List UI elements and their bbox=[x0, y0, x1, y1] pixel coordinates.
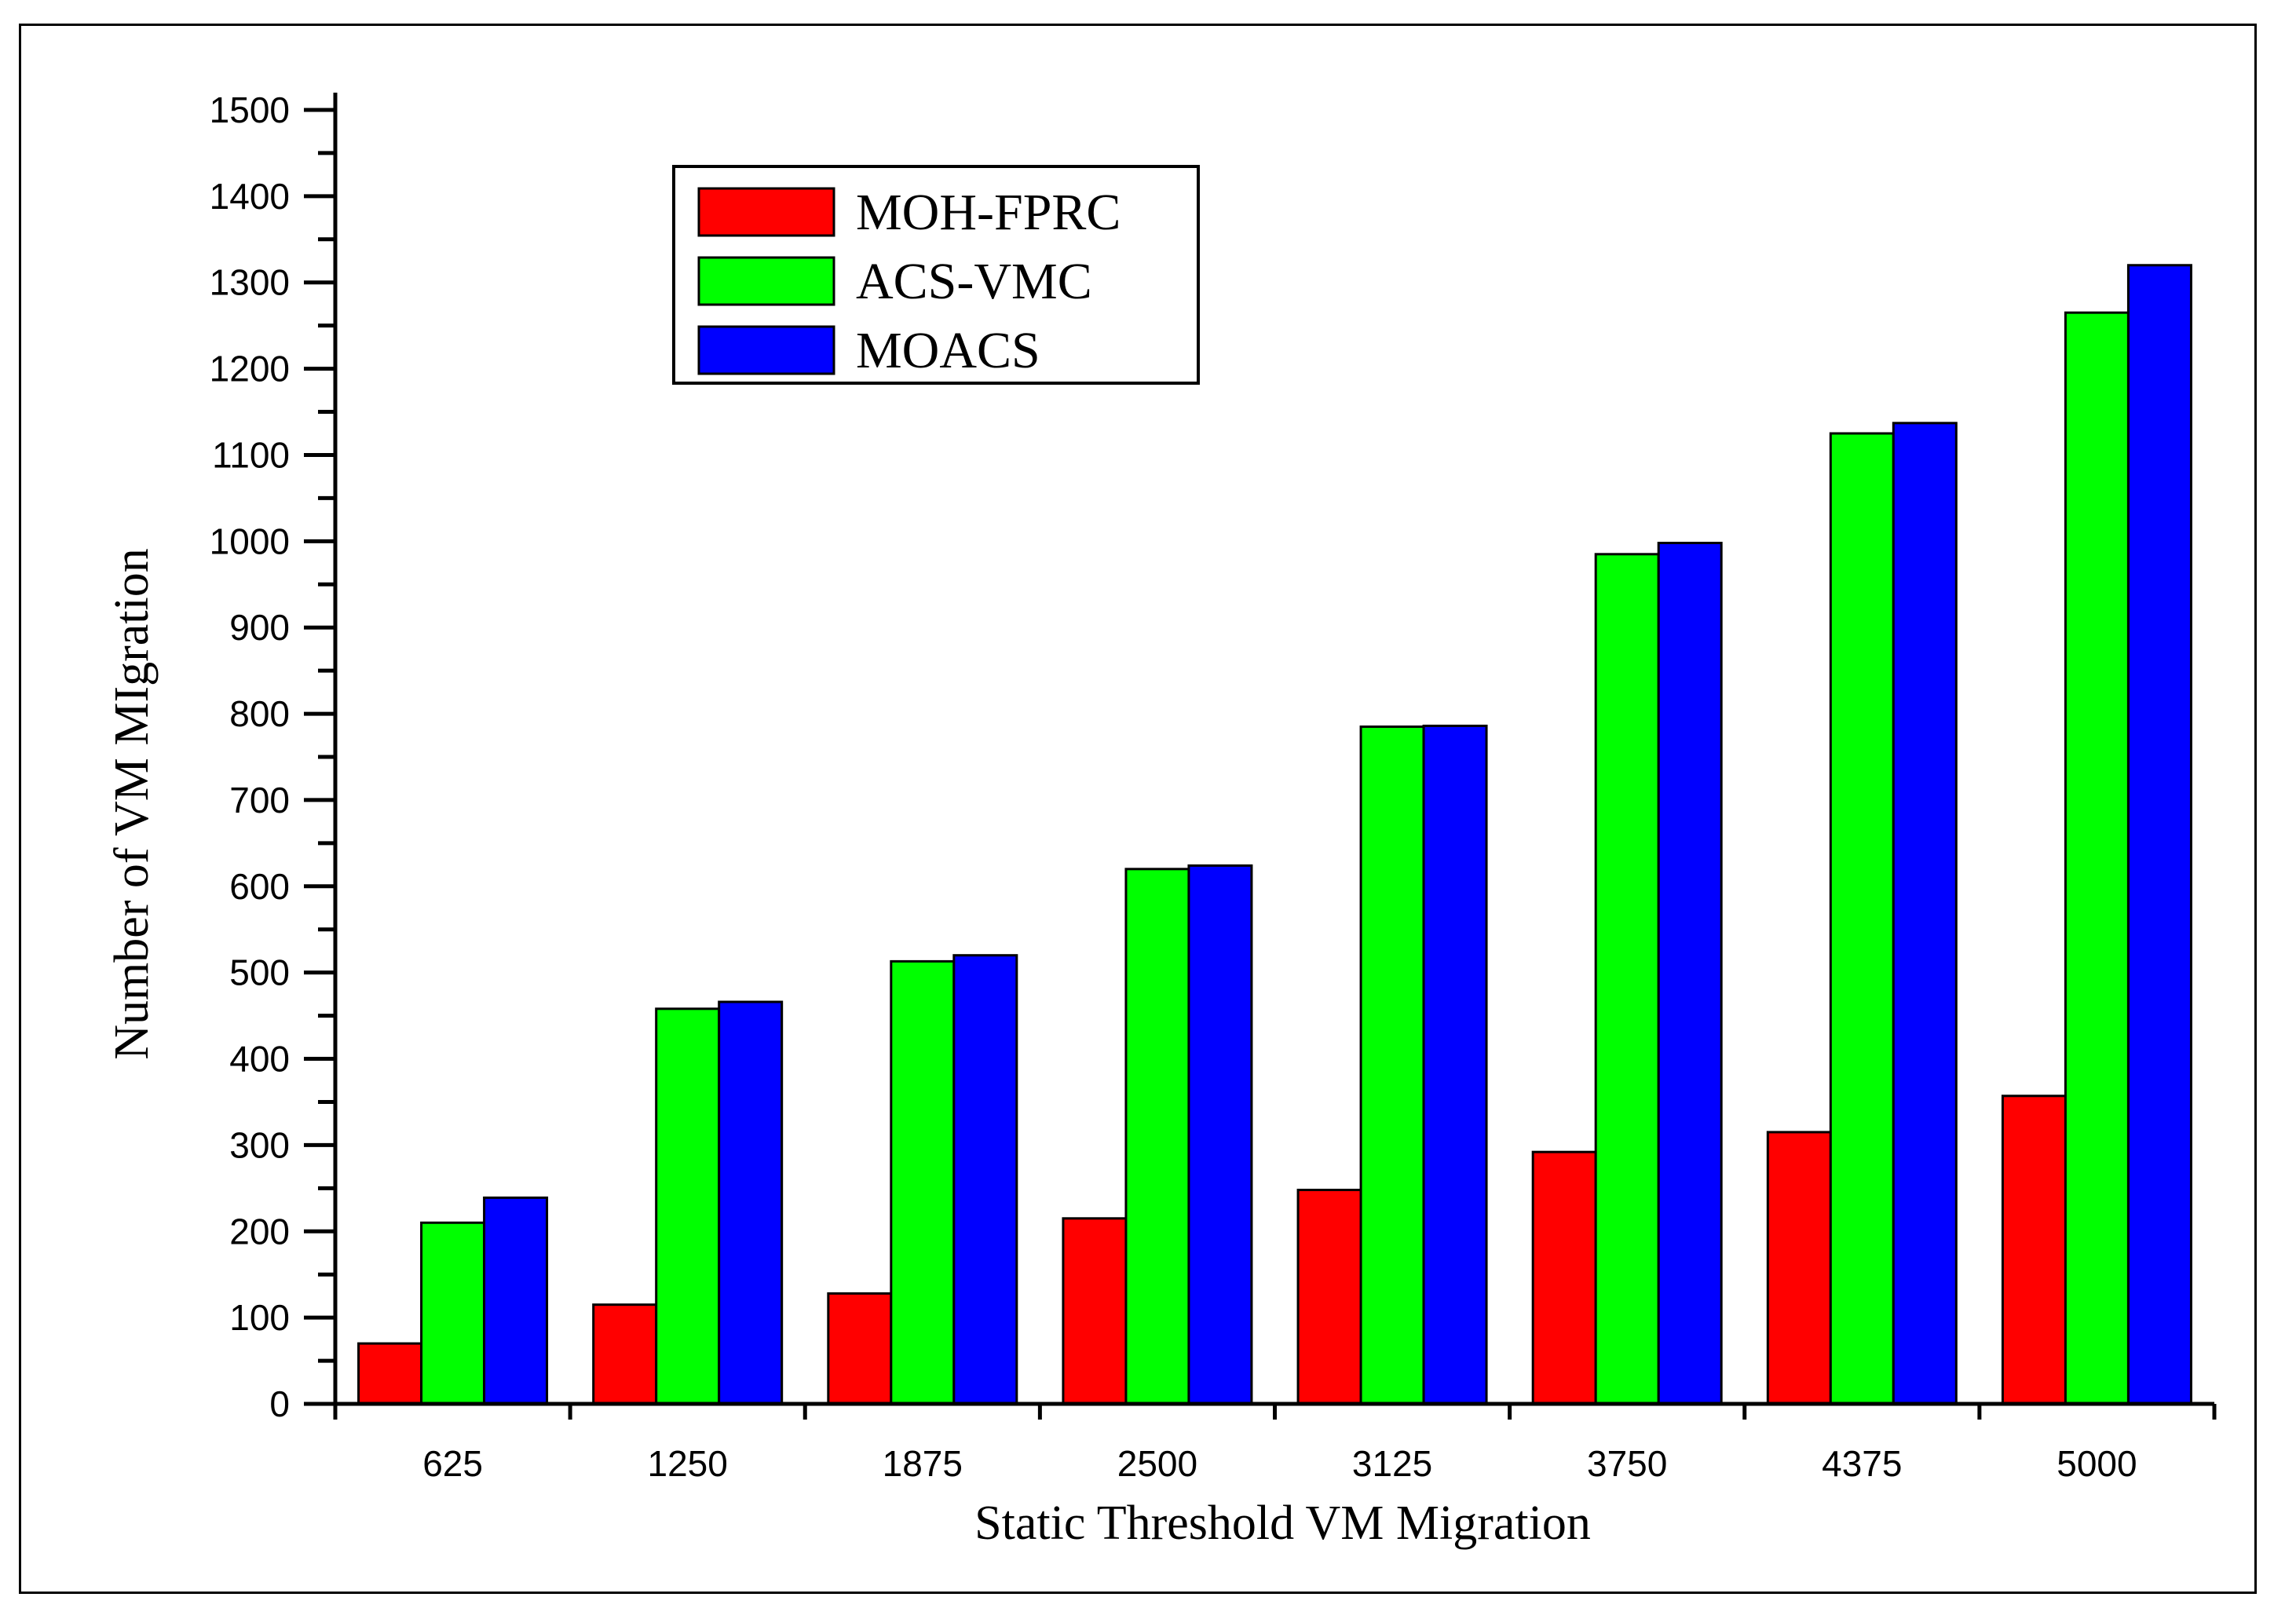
bar-moacs bbox=[1187, 864, 1253, 1405]
y-tick-label: 1400 bbox=[210, 176, 290, 217]
x-tick-label: 625 bbox=[422, 1443, 483, 1484]
x-tick-label: 3125 bbox=[1352, 1443, 1432, 1484]
x-tick-label: 4375 bbox=[1822, 1443, 1902, 1484]
bar-acs-vmc bbox=[1829, 432, 1895, 1405]
bar-acs-vmc bbox=[1359, 725, 1425, 1405]
bar-moh-fprc bbox=[1531, 1150, 1597, 1405]
legend-swatch-moacs bbox=[697, 325, 835, 375]
x-tick-label: 1250 bbox=[648, 1443, 728, 1484]
legend-label-moacs: MOACS bbox=[856, 322, 1040, 379]
y-tick-label: 1300 bbox=[210, 262, 290, 303]
y-tick-label: 500 bbox=[229, 952, 290, 993]
bar-acs-vmc bbox=[2064, 311, 2130, 1405]
y-tick-label: 1500 bbox=[210, 90, 290, 130]
y-tick-label: 1200 bbox=[210, 349, 290, 389]
legend-label-moh-fprc: MOH-FPRC bbox=[856, 184, 1121, 241]
bar-moh-fprc bbox=[2001, 1095, 2067, 1405]
legend-swatch-moh-fprc bbox=[697, 187, 835, 237]
legend-label-acs-vmc: ACS-VMC bbox=[856, 253, 1092, 310]
bar-acs-vmc bbox=[1124, 868, 1190, 1405]
y-tick-label: 900 bbox=[229, 607, 290, 648]
bar-moacs bbox=[1657, 542, 1723, 1405]
y-tick-label: 700 bbox=[229, 780, 290, 820]
bar-moacs bbox=[483, 1196, 549, 1405]
chart-frame bbox=[19, 24, 2257, 1594]
bar-moh-fprc bbox=[827, 1292, 893, 1405]
bar-acs-vmc bbox=[655, 1007, 721, 1405]
bar-acs-vmc bbox=[1594, 553, 1660, 1405]
bar-acs-vmc bbox=[420, 1221, 486, 1405]
y-tick-label: 1000 bbox=[210, 521, 290, 561]
bar-moh-fprc bbox=[1766, 1131, 1832, 1405]
legend-swatch-acs-vmc bbox=[697, 256, 835, 306]
bar-moacs bbox=[1422, 724, 1488, 1405]
x-tick-label: 5000 bbox=[2057, 1443, 2137, 1484]
y-tick-label: 100 bbox=[229, 1297, 290, 1338]
y-tick-label: 400 bbox=[229, 1039, 290, 1080]
bar-moh-fprc bbox=[357, 1342, 423, 1405]
x-tick-label: 3750 bbox=[1587, 1443, 1667, 1484]
bar-moacs bbox=[952, 954, 1018, 1405]
bar-moacs bbox=[1892, 422, 1958, 1405]
bar-moacs bbox=[2126, 264, 2192, 1405]
bar-moh-fprc bbox=[592, 1303, 658, 1405]
y-tick-label: 300 bbox=[229, 1124, 290, 1165]
y-tick-label: 1100 bbox=[212, 434, 290, 475]
y-tick-label: 800 bbox=[229, 693, 290, 734]
legend: MOH-FPRC ACS-VMC MOACS bbox=[672, 165, 1200, 385]
y-tick-label: 200 bbox=[229, 1211, 290, 1252]
x-tick-label: 1875 bbox=[883, 1443, 963, 1484]
bar-moh-fprc bbox=[1296, 1189, 1362, 1405]
bar-moacs bbox=[718, 1000, 784, 1405]
y-tick-label: 600 bbox=[229, 866, 290, 907]
bar-moh-fprc bbox=[1062, 1217, 1128, 1405]
x-tick-label: 2500 bbox=[1117, 1443, 1197, 1484]
x-axis-title: Static Threshold VM Migration bbox=[974, 1497, 1591, 1550]
y-tick-label: 0 bbox=[269, 1383, 290, 1424]
y-axis-title: Number of VM MIgration bbox=[105, 548, 159, 1059]
bar-acs-vmc bbox=[890, 959, 956, 1405]
